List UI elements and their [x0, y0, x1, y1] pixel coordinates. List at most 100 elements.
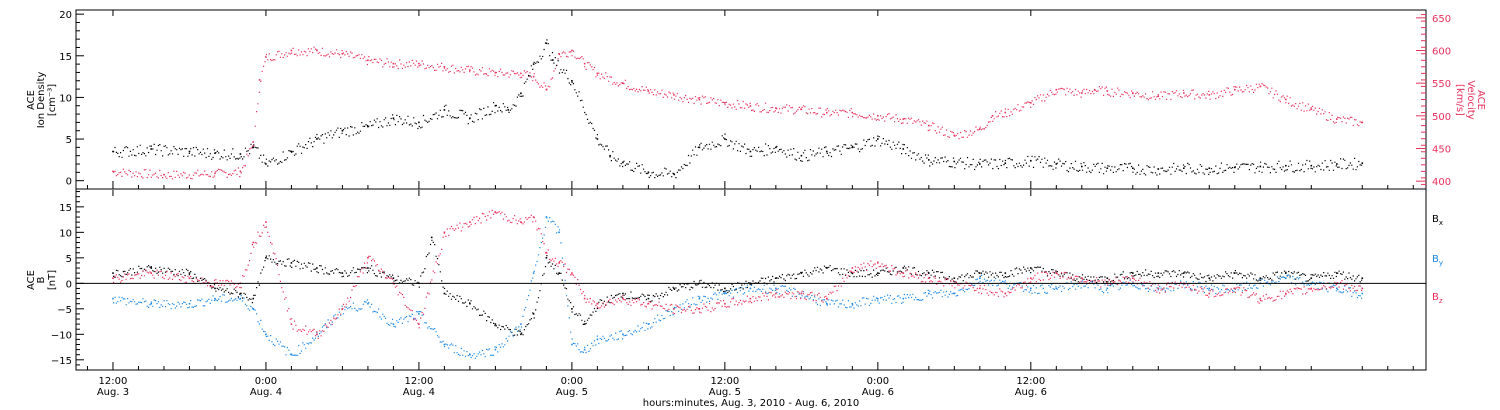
ion-density-data-point — [1310, 164, 1313, 167]
xtick-date-label: Aug. 4 — [403, 387, 435, 398]
velocity-data-point — [673, 94, 675, 96]
by-data-point — [520, 323, 522, 325]
xtick-time-label: 12:00 — [710, 376, 739, 387]
top-panel-frame — [75, 9, 1427, 190]
by-data-point — [239, 297, 242, 300]
bz-data-point — [1081, 277, 1083, 279]
bx-data-point — [1183, 272, 1185, 274]
velocity-data-point — [1361, 121, 1364, 124]
ion-density-data-point — [1157, 168, 1160, 170]
by-trace — [112, 216, 1364, 359]
ion-density-data-point — [507, 109, 509, 111]
legend-by: By — [1432, 254, 1443, 267]
bx-data-point — [341, 272, 344, 274]
bz-data-point — [1285, 292, 1287, 295]
bz-data-point — [545, 251, 548, 254]
bx-data-point — [583, 323, 586, 325]
velocity-data-point — [558, 53, 560, 55]
bx-data-point — [392, 277, 395, 279]
ion-density-data-point — [1132, 167, 1134, 169]
xtick-time-label: 12:00 — [99, 376, 128, 387]
ion-density-data-point — [520, 92, 522, 95]
ion-density-data-point — [647, 171, 650, 174]
velocity-points — [113, 46, 1363, 180]
velocity-data-point — [583, 62, 586, 65]
bz-data-point — [902, 272, 905, 274]
top-left-ytick-label: 20 — [59, 10, 72, 21]
ion-density-data-point — [239, 153, 242, 155]
velocity-data-point — [214, 172, 216, 175]
by-data-point — [558, 231, 560, 234]
bz-data-point — [596, 302, 599, 305]
velocity-data-point — [928, 124, 930, 127]
velocity-data-point — [545, 88, 548, 91]
bx-data-point — [800, 272, 803, 274]
by-data-point — [265, 333, 267, 336]
ion-density-data-point — [1055, 163, 1058, 165]
bz-data-point — [558, 262, 560, 264]
bottom-left-label-line1: ACE — [26, 270, 37, 290]
bz-data-point — [532, 216, 535, 218]
by-data-point — [532, 272, 535, 274]
bx-data-point — [290, 262, 293, 264]
velocity-data-point — [290, 49, 293, 52]
bottom-left-axis-label: ACE B [nT] — [26, 270, 58, 290]
legend-by-sub: y — [1439, 259, 1443, 267]
bz-data-point — [583, 297, 586, 300]
legend-bz-main: B — [1432, 292, 1439, 303]
top-left-ytick-label: 15 — [59, 52, 72, 63]
ion-density-data-point — [1336, 163, 1338, 165]
ion-density-data-point — [443, 109, 446, 111]
bz-data-point — [316, 333, 318, 336]
bx-data-point — [902, 267, 905, 269]
top-right-ytick-label: 600 — [1432, 47, 1451, 58]
velocity-data-point — [1285, 98, 1287, 101]
ion-density-data-point — [418, 121, 420, 124]
velocity-data-point — [698, 98, 701, 101]
bz-data-point — [826, 297, 828, 300]
top-right-ytick-label: 450 — [1432, 144, 1451, 155]
by-data-point — [252, 308, 254, 310]
by-data-point — [1336, 287, 1338, 290]
xtick-time-label: 12:00 — [405, 376, 434, 387]
velocity-data-point — [163, 173, 165, 176]
xtick-time-label: 0:00 — [255, 376, 277, 387]
by-data-point — [545, 216, 548, 218]
bx-data-point — [239, 292, 242, 295]
bz-data-point — [979, 287, 981, 290]
ion-density-data-point — [1004, 162, 1007, 164]
bx-data-point — [953, 277, 956, 279]
ion-density-data-point — [367, 125, 369, 128]
velocity-data-point — [367, 59, 369, 62]
bz-data-point — [698, 308, 701, 310]
ion-density-data-point — [928, 159, 930, 161]
ion-density-data-point — [1234, 166, 1236, 169]
top-right-label-line1: ACE — [1475, 90, 1486, 110]
bottom-left-label-line2: B — [36, 276, 47, 283]
ion-density-data-point — [392, 117, 395, 119]
by-data-point — [112, 297, 114, 300]
ion-density-points — [113, 39, 1363, 179]
ion-density-data-point — [1106, 167, 1109, 169]
xtick-date-label: Aug. 4 — [250, 387, 282, 398]
velocity-data-point — [532, 75, 535, 78]
bx-data-point — [1336, 272, 1338, 274]
ion-density-data-point — [252, 146, 254, 149]
bottom-ytick-label: −5 — [57, 305, 72, 316]
bx-data-point — [1208, 277, 1211, 279]
velocity-data-point — [826, 111, 828, 114]
by-data-point — [928, 292, 930, 295]
velocity-data-point — [647, 90, 650, 92]
bx-data-point — [150, 267, 152, 269]
by-data-point — [826, 302, 828, 305]
velocity-data-point — [724, 102, 726, 104]
by-data-point — [851, 302, 854, 305]
bz-data-point — [290, 323, 293, 325]
by-data-point — [953, 292, 956, 295]
bz-data-point — [673, 308, 675, 310]
velocity-data-point — [596, 72, 599, 75]
bottom-panel-data — [112, 209, 1364, 359]
ion-density-data-point — [469, 117, 471, 119]
xtick-time-label: 12:00 — [1016, 376, 1045, 387]
velocity-data-point — [902, 118, 905, 120]
